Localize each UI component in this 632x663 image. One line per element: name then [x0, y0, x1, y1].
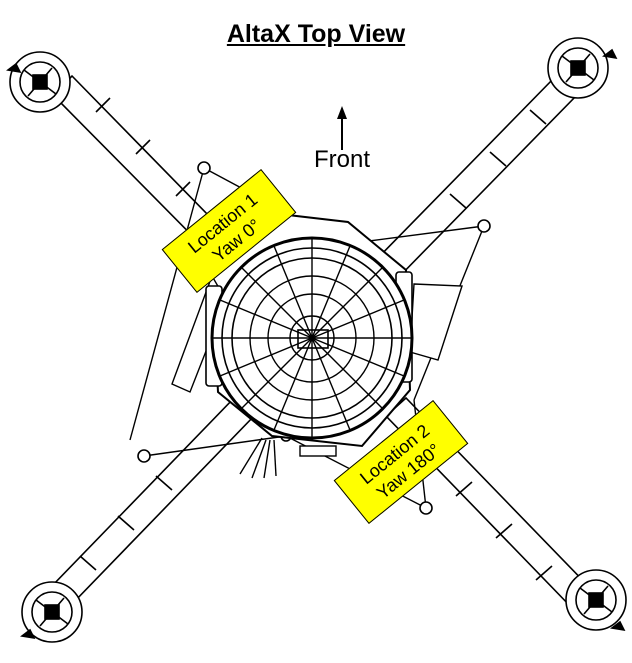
motor-front-right	[547, 37, 618, 99]
diagram-title: AltaX Top View	[226, 20, 406, 48]
motor-rear-right	[565, 569, 627, 632]
arm-front-right	[370, 74, 578, 286]
front-direction-label: Front	[313, 146, 370, 173]
arm-rear-left	[50, 394, 258, 606]
motor-front-left	[6, 51, 71, 113]
central-body	[171, 210, 463, 457]
front-arrow	[337, 106, 347, 150]
motor-rear-left	[20, 581, 83, 643]
